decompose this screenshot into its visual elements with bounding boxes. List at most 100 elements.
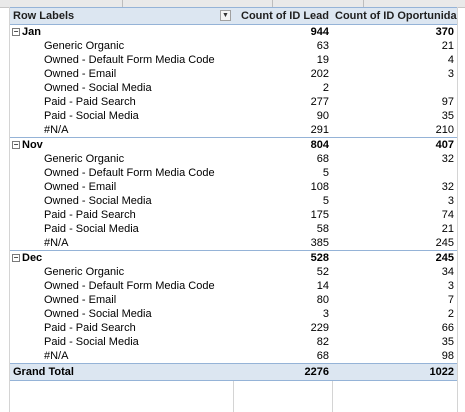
table-row[interactable]: Generic Organic 68 32 xyxy=(10,152,457,166)
row-lead-value: 90 xyxy=(316,110,329,122)
group-row-2[interactable]: − Dec 528 245 xyxy=(10,250,457,265)
group-label: Jan xyxy=(22,26,41,38)
row-oportunidade-value: 2 xyxy=(447,308,454,320)
row-lead-value: 385 xyxy=(310,237,329,249)
table-row[interactable]: Paid - Paid Search 277 97 xyxy=(10,95,457,109)
row-lead-value: 68 xyxy=(316,350,329,362)
collapse-minus-icon[interactable]: − xyxy=(12,253,20,263)
row-lead-value: 5 xyxy=(322,167,329,179)
row-oportunidade-value: 3 xyxy=(447,280,454,292)
row-oportunidade-value xyxy=(332,81,457,95)
row-label: Owned - Default Form Media Code xyxy=(44,167,215,179)
row-oportunidade-value: 98 xyxy=(441,350,454,362)
row-lead-value: 175 xyxy=(310,209,329,221)
row-label: Paid - Paid Search xyxy=(44,322,136,334)
row-lead-value: 58 xyxy=(316,223,329,235)
table-row[interactable]: Owned - Email 108 32 xyxy=(10,180,457,194)
row-oportunidade-value: 32 xyxy=(441,153,454,165)
row-label: Generic Organic xyxy=(44,40,125,52)
row-lead-value: 2 xyxy=(322,82,329,94)
grand-total-row[interactable]: Grand Total 2276 1022 xyxy=(10,363,457,381)
table-row[interactable]: Generic Organic 63 21 xyxy=(10,39,457,53)
row-label: Owned - Email xyxy=(44,294,117,306)
grand-total-oportunidade: 1022 xyxy=(332,363,457,381)
row-lead-value: 5 xyxy=(322,195,329,207)
row-lead-value: 229 xyxy=(310,322,329,334)
count-lead-header[interactable]: Count of ID Lead xyxy=(233,7,332,25)
row-oportunidade-value: 4 xyxy=(447,54,454,66)
group-label: Dec xyxy=(22,252,43,264)
group-lead-value: 528 xyxy=(233,250,332,265)
group-row-1[interactable]: − Nov 804 407 xyxy=(10,137,457,152)
row-oportunidade-value: 34 xyxy=(441,266,454,278)
row-lead-value: 19 xyxy=(316,54,329,66)
table-row[interactable]: Owned - Social Media 5 3 xyxy=(10,194,457,208)
row-lead-value: 3 xyxy=(322,308,329,320)
group-lead-value: 804 xyxy=(233,137,332,152)
grand-total-label: Grand Total xyxy=(10,363,233,381)
row-label: Owned - Social Media xyxy=(44,308,152,320)
group-label-cell[interactable]: − Nov xyxy=(10,137,233,152)
row-label: Generic Organic xyxy=(44,266,125,278)
table-row[interactable]: Owned - Email 202 3 xyxy=(10,67,457,81)
table-row[interactable]: #N/A 68 98 xyxy=(10,349,457,364)
row-lead-value: 291 xyxy=(310,124,329,136)
row-lead-value: 80 xyxy=(316,294,329,306)
table-row[interactable]: Owned - Social Media 3 2 xyxy=(10,307,457,321)
row-oportunidade-value: 3 xyxy=(447,68,454,80)
row-labels-header-text: Row Labels xyxy=(13,10,75,22)
collapse-minus-icon[interactable]: − xyxy=(12,140,20,150)
group-label-cell[interactable]: − Jan xyxy=(10,24,233,39)
row-oportunidade-value: 210 xyxy=(435,124,454,136)
row-label: #N/A xyxy=(44,350,69,362)
row-lead-value: 202 xyxy=(310,68,329,80)
row-lead-value: 108 xyxy=(310,181,329,193)
table-row[interactable]: Paid - Paid Search 175 74 xyxy=(10,208,457,222)
row-label: Owned - Default Form Media Code xyxy=(44,54,215,66)
row-lead-value: 277 xyxy=(310,96,329,108)
row-oportunidade-value: 35 xyxy=(441,110,454,122)
pivot-table: Row Labels ▼ Count of ID Lead Count of I… xyxy=(10,7,457,381)
table-row[interactable]: #N/A 291 210 xyxy=(10,123,457,138)
row-label: #N/A xyxy=(44,237,69,249)
group-lead-value: 944 xyxy=(233,24,332,39)
row-labels-header[interactable]: Row Labels ▼ xyxy=(10,7,233,25)
row-oportunidade-value: 245 xyxy=(435,237,454,249)
table-row[interactable]: #N/A 385 245 xyxy=(10,236,457,251)
group-label: Nov xyxy=(22,139,43,151)
row-oportunidade-value: 97 xyxy=(441,96,454,108)
table-row[interactable]: Paid - Social Media 58 21 xyxy=(10,222,457,236)
row-oportunidade-value: 32 xyxy=(441,181,454,193)
table-row[interactable]: Paid - Social Media 82 35 xyxy=(10,335,457,349)
row-label: Paid - Social Media xyxy=(44,336,139,348)
table-row[interactable]: Owned - Social Media 2 xyxy=(10,81,457,95)
row-lead-value: 63 xyxy=(316,40,329,52)
row-lead-value: 82 xyxy=(316,336,329,348)
row-oportunidade-value: 3 xyxy=(447,195,454,207)
row-lead-value: 52 xyxy=(316,266,329,278)
table-row[interactable]: Owned - Default Form Media Code 5 xyxy=(10,166,457,180)
group-oportunidade-value: 370 xyxy=(332,24,457,39)
table-row[interactable]: Paid - Paid Search 229 66 xyxy=(10,321,457,335)
row-oportunidade-value: 74 xyxy=(441,209,454,221)
row-oportunidade-value: 7 xyxy=(447,294,454,306)
row-label: Generic Organic xyxy=(44,153,125,165)
row-label: Owned - Email xyxy=(44,68,117,80)
row-lead-value: 68 xyxy=(316,153,329,165)
group-row-0[interactable]: − Jan 944 370 xyxy=(10,24,457,39)
table-row[interactable]: Owned - Default Form Media Code 19 4 xyxy=(10,53,457,67)
table-row[interactable]: Owned - Email 80 7 xyxy=(10,293,457,307)
row-lead-value: 14 xyxy=(316,280,329,292)
grand-total-lead: 2276 xyxy=(233,363,332,381)
row-label: Paid - Social Media xyxy=(44,223,139,235)
table-row[interactable]: Paid - Social Media 90 35 xyxy=(10,109,457,123)
group-oportunidade-value: 245 xyxy=(332,250,457,265)
collapse-minus-icon[interactable]: − xyxy=(12,27,20,37)
table-row[interactable]: Generic Organic 52 34 xyxy=(10,265,457,279)
table-row[interactable]: Owned - Default Form Media Code 14 3 xyxy=(10,279,457,293)
dropdown-filter-icon[interactable]: ▼ xyxy=(220,10,231,21)
group-label-cell[interactable]: − Dec xyxy=(10,250,233,265)
count-oportunidade-header[interactable]: Count of ID Oportunidade xyxy=(332,7,457,25)
row-label: Paid - Paid Search xyxy=(44,96,136,108)
row-label: #N/A xyxy=(44,124,69,136)
